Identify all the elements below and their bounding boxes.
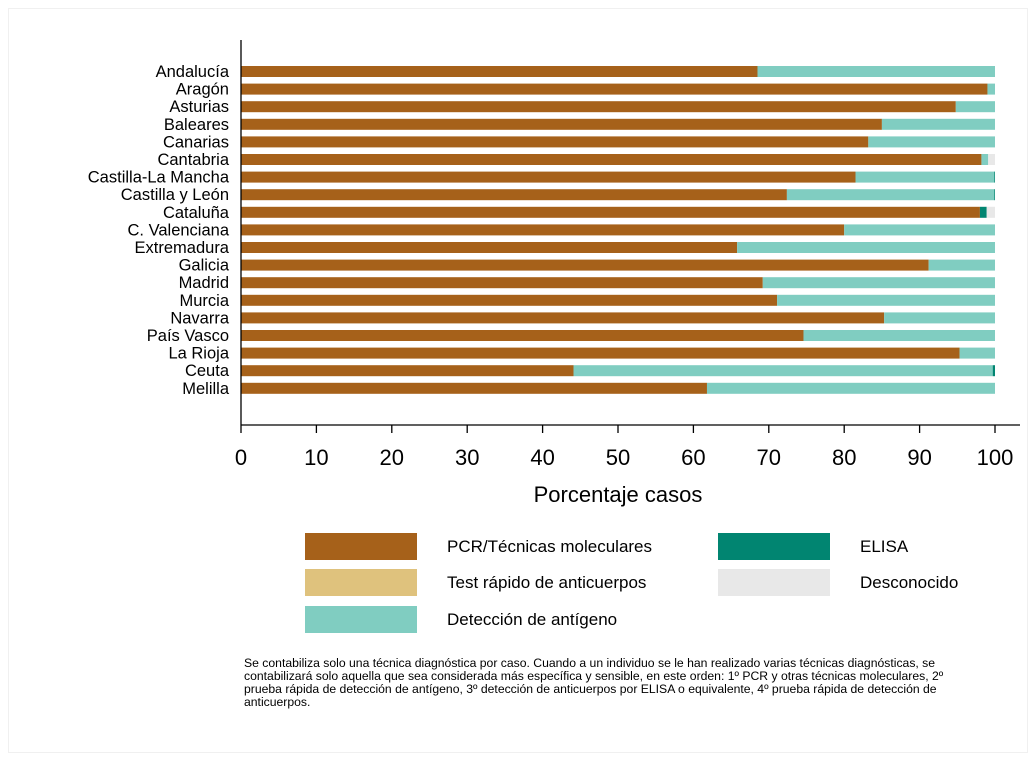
- bar-segment-8-0: [241, 206, 980, 218]
- legend-swatch-test-rapido: [305, 569, 417, 596]
- category-label: Navarra: [170, 309, 230, 327]
- bar-segment-18-0: [241, 382, 707, 394]
- bar-segment-16-0: [241, 347, 960, 359]
- bar-segment-6-3: [994, 171, 995, 183]
- bar-segment-11-0: [241, 259, 929, 271]
- bar-segment-3-0: [241, 118, 882, 130]
- bar-segment-6-2: [855, 171, 995, 183]
- legend-label-antigeno: Detección de antígeno: [447, 609, 618, 629]
- category-label: Cantabria: [157, 151, 229, 169]
- legend-item-desconocido: Desconocido: [718, 569, 958, 596]
- category-label: C. Valenciana: [127, 221, 229, 239]
- x-tick-label: 70: [757, 445, 781, 470]
- category-label: Castilla-La Mancha: [88, 169, 230, 187]
- legend-swatch-pcr: [305, 533, 417, 560]
- bar-segment-5-0: [241, 154, 982, 165]
- category-label: Aragón: [176, 81, 229, 99]
- bar-segment-8-4: [986, 206, 995, 218]
- legend-item-antigeno: Detección de antígeno: [305, 606, 617, 633]
- category-label: Asturias: [169, 98, 229, 116]
- x-tick-label: 90: [907, 445, 931, 470]
- x-tick-label: 40: [530, 445, 554, 470]
- bar-segment-12-0: [241, 277, 763, 289]
- category-label: Ceuta: [185, 362, 230, 380]
- bar-segment-10-0: [241, 242, 738, 253]
- legend-item-elisa: ELISA: [718, 533, 908, 560]
- bar-segment-17-3: [992, 365, 995, 377]
- bar-segment-10-2: [737, 242, 995, 253]
- category-label: Extremadura: [135, 239, 230, 257]
- x-tick-label: 80: [832, 445, 856, 470]
- x-tick-label: 100: [977, 445, 1014, 470]
- x-tick-label: 60: [681, 445, 705, 470]
- bar-segment-15-2: [803, 330, 995, 341]
- category-label: Andalucía: [156, 63, 230, 81]
- bar-segment-1-2: [987, 83, 995, 95]
- category-label: Galicia: [179, 257, 230, 275]
- legend-swatch-desconocido: [718, 569, 830, 596]
- bar-segment-1-0: [241, 83, 988, 95]
- bar-segment-17-0: [241, 365, 574, 377]
- bar-segment-5-4: [988, 154, 995, 165]
- category-label: Baleares: [164, 116, 229, 134]
- x-axis-label: Porcentaje casos: [534, 482, 703, 507]
- category-label: Melilla: [182, 380, 230, 398]
- bar-segment-14-2: [884, 312, 995, 324]
- bar-segment-16-2: [959, 347, 995, 359]
- x-tick-label: 0: [235, 445, 247, 470]
- footnote: Se contabiliza solo una técnica diagnóst…: [244, 656, 944, 709]
- bar-segment-13-2: [777, 294, 995, 306]
- bar-segment-3-2: [881, 118, 995, 130]
- bar-segment-13-0: [241, 294, 778, 306]
- category-label: Cataluña: [163, 204, 230, 222]
- chart-frame: [8, 8, 1028, 753]
- legend-label-desconocido: Desconocido: [860, 572, 959, 592]
- category-label: La Rioja: [168, 345, 229, 363]
- bar-segment-11-2: [928, 259, 995, 271]
- legend-label-pcr: PCR/Técnicas moleculares: [447, 536, 653, 556]
- x-tick-label: 30: [455, 445, 479, 470]
- bar-segment-5-2: [981, 154, 989, 165]
- legend-swatch-elisa: [718, 533, 830, 560]
- x-tick-label: 20: [380, 445, 404, 470]
- x-tick-label: 10: [304, 445, 328, 470]
- bar-segment-6-0: [241, 171, 856, 183]
- legend-item-test-rapido: Test rápido de anticuerpos: [305, 569, 646, 596]
- bar-segment-12-2: [762, 277, 995, 289]
- category-label: Murcia: [179, 292, 229, 310]
- bar-segment-4-2: [868, 136, 995, 148]
- bar-segment-0-2: [757, 66, 995, 77]
- category-label: Canarias: [163, 133, 229, 151]
- bar-segment-17-2: [573, 365, 993, 377]
- bar-segment-9-2: [844, 224, 995, 236]
- bar-segment-2-2: [955, 101, 995, 113]
- bar-segment-15-0: [241, 330, 804, 341]
- x-tick-label: 50: [606, 445, 630, 470]
- bar-segment-7-0: [241, 189, 787, 201]
- legend-label-elisa: ELISA: [860, 536, 909, 556]
- bar-segment-8-3: [979, 206, 987, 218]
- bar-segment-18-2: [706, 382, 995, 394]
- category-label: País Vasco: [147, 327, 229, 345]
- legend-label-test-rapido: Test rápido de anticuerpos: [447, 572, 647, 592]
- bar-segment-7-3: [994, 189, 995, 201]
- category-label: Madrid: [179, 274, 229, 292]
- bar-segment-2-0: [241, 101, 956, 113]
- category-label: Castilla y León: [121, 186, 229, 204]
- bar-segment-14-0: [241, 312, 885, 324]
- legend-item-pcr: PCR/Técnicas moleculares: [305, 533, 652, 560]
- bar-segment-4-0: [241, 136, 869, 148]
- bar-segment-0-0: [241, 66, 758, 77]
- bar-segment-7-2: [786, 189, 995, 201]
- legend-swatch-antigeno: [305, 606, 417, 633]
- bar-segment-9-0: [241, 224, 845, 236]
- stacked-bar-chart: AndalucíaAragónAsturiasBalearesCanariasC…: [88, 40, 1020, 507]
